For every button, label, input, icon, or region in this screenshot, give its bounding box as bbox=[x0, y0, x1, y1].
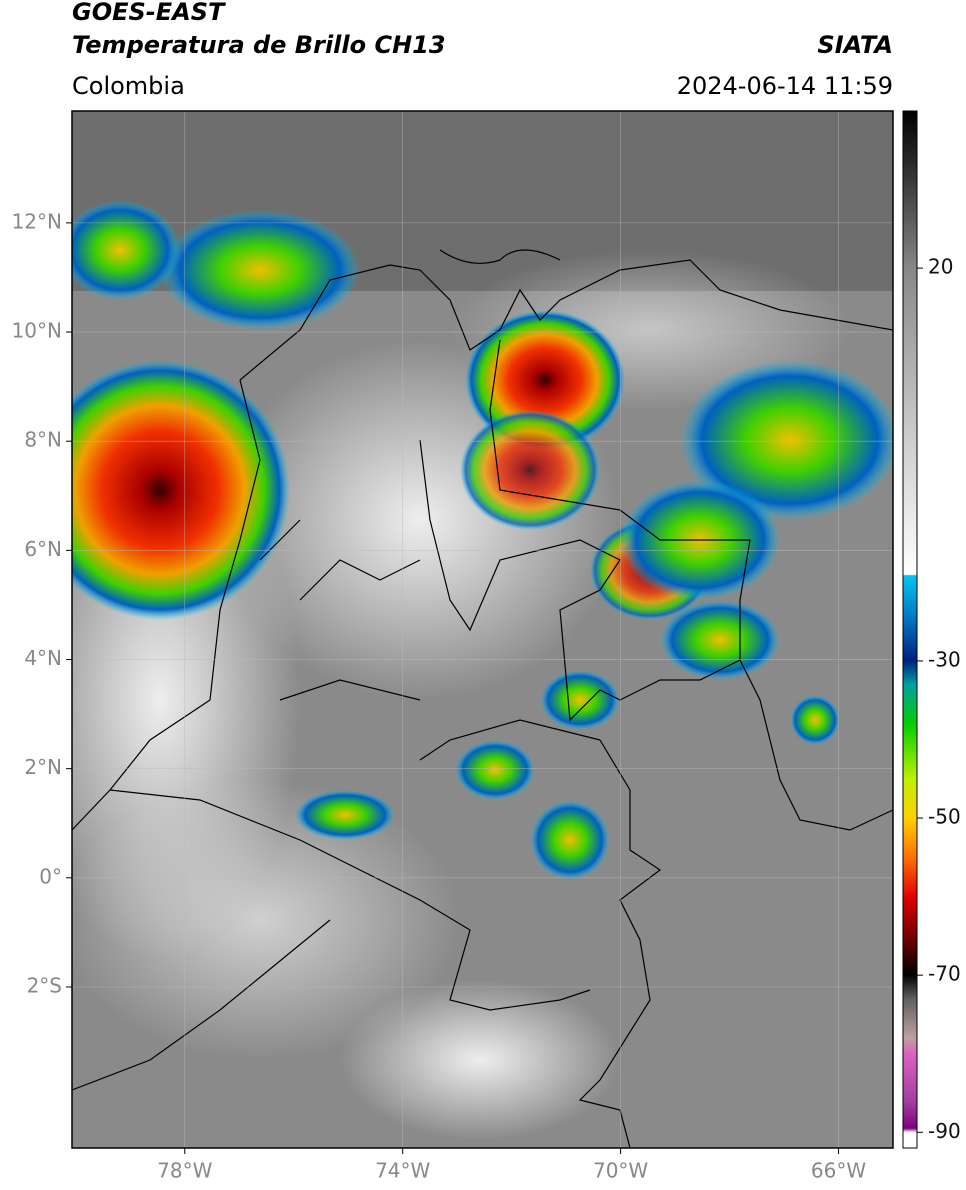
y-tick-label: 10°N bbox=[12, 319, 62, 343]
satellite-image bbox=[72, 111, 893, 1148]
x-tick-label: 70°W bbox=[593, 1159, 648, 1183]
y-tick-label: 2°N bbox=[24, 755, 62, 779]
grid bbox=[72, 111, 893, 1148]
colorbar-tick-label: 20 bbox=[928, 255, 953, 279]
title: GOES-EAST bbox=[72, 0, 226, 26]
colorbar-tick-label: -70 bbox=[928, 962, 961, 986]
colorbar-tick-label: -90 bbox=[928, 1119, 961, 1143]
x-tick-label: 78°W bbox=[157, 1159, 212, 1183]
x-tick-label: 66°W bbox=[811, 1159, 866, 1183]
colorbar-tick-label: -50 bbox=[928, 805, 961, 829]
region: Colombia bbox=[72, 72, 185, 100]
colorbar-tick-label: -30 bbox=[928, 647, 961, 671]
source: SIATA bbox=[817, 31, 893, 59]
colorbar bbox=[902, 110, 918, 1149]
subtitle: Temperatura de Brillo CH13 bbox=[72, 31, 446, 59]
y-tick-label: 8°N bbox=[24, 428, 62, 452]
y-tick-label: 2°S bbox=[27, 973, 62, 997]
y-tick-label: 12°N bbox=[12, 209, 62, 233]
x-tick-label: 74°W bbox=[375, 1159, 430, 1183]
y-tick-label: 4°N bbox=[24, 646, 62, 670]
y-tick-label: 6°N bbox=[24, 537, 62, 561]
map-frame bbox=[71, 110, 894, 1149]
datetime: 2024-06-14 11:59 bbox=[677, 72, 893, 100]
y-tick-label: 0° bbox=[39, 864, 62, 888]
